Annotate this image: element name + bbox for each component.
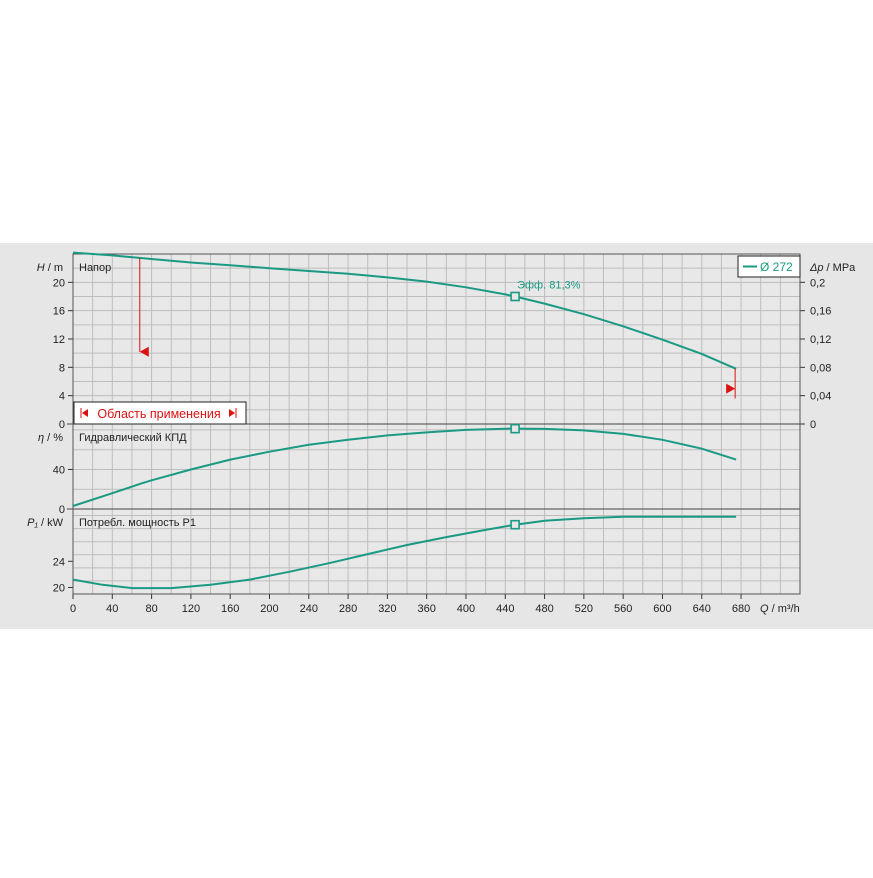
y-right-tick-label: 0,08 <box>810 362 831 374</box>
y-right-axis-label: Δp / MPa <box>809 262 856 274</box>
x-tick-label: 280 <box>339 603 357 615</box>
x-tick-label: 600 <box>653 603 671 615</box>
y-tick-label: 12 <box>53 334 65 346</box>
x-tick-label: 400 <box>457 603 475 615</box>
range-end-arrow <box>726 383 736 394</box>
x-tick-label: 640 <box>693 603 711 615</box>
operating-range-label: Область применения <box>97 407 220 421</box>
y-tick-label: 0 <box>59 419 65 431</box>
x-tick-label: 560 <box>614 603 632 615</box>
series-line <box>72 515 737 590</box>
labels-layer: Напор Эфф. 81,3% Область применения Ø 272 Ги… <box>73 255 801 529</box>
x-tick-label: 120 <box>182 603 200 615</box>
panel-series-label: Напор <box>79 262 111 274</box>
x-tick-label: 440 <box>496 603 514 615</box>
panel-series-label: Гидравлический КПД <box>79 432 187 444</box>
x-tick-label: 0 <box>70 603 76 615</box>
operating-point-marker <box>510 423 520 434</box>
range-box-right-arrow <box>229 409 235 417</box>
x-tick-label: 160 <box>221 603 239 615</box>
curves-layer <box>72 251 737 590</box>
x-tick-label: 520 <box>575 603 593 615</box>
panel-series-label: Потребл. мощность P1 <box>79 517 196 529</box>
operating-point-marker <box>510 291 520 302</box>
x-axis-label: Q / m³/h <box>760 603 800 615</box>
x-tick-label: 200 <box>260 603 278 615</box>
y-right-tick-label: 0,16 <box>810 306 831 318</box>
plot-frame <box>72 253 801 595</box>
operating-point-marker <box>510 519 520 530</box>
efficiency-annotation: Эфф. 81,3% <box>517 280 581 292</box>
x-tick-label: 40 <box>106 603 118 615</box>
y-right-tick-label: 0,12 <box>810 334 831 346</box>
y-tick-label: 4 <box>59 391 65 403</box>
y-tick-label: 24 <box>53 556 65 568</box>
y-tick-label: 16 <box>53 306 65 318</box>
series-line <box>72 251 737 370</box>
y-tick-label: 8 <box>59 362 65 374</box>
y-right-tick-label: 0 <box>810 419 816 431</box>
x-tick-label: 240 <box>300 603 318 615</box>
range-box-left-arrow <box>82 409 88 417</box>
y-right-tick-label: 0,04 <box>810 391 831 403</box>
series-line <box>72 427 737 507</box>
x-tick-label: 320 <box>378 603 396 615</box>
operating-range-box <box>73 401 247 425</box>
y-right-tick-label: 0,2 <box>810 277 825 289</box>
y-axis-label: P₁ / kW <box>27 517 63 529</box>
y-tick-label: 20 <box>53 582 65 594</box>
x-tick-label: 680 <box>732 603 750 615</box>
x-tick-label: 480 <box>535 603 553 615</box>
y-tick-label: 0 <box>59 504 65 516</box>
y-tick-label: 20 <box>53 277 65 289</box>
x-tick-label: 80 <box>145 603 157 615</box>
legend-label: Ø 272 <box>760 260 793 274</box>
y-tick-label: 40 <box>53 464 65 476</box>
y-axis-label: H / m <box>37 262 63 274</box>
legend-box <box>737 255 801 278</box>
x-tick-label: 360 <box>417 603 435 615</box>
range-start-arrow <box>139 346 149 357</box>
y-axis-label: η / % <box>38 432 63 444</box>
